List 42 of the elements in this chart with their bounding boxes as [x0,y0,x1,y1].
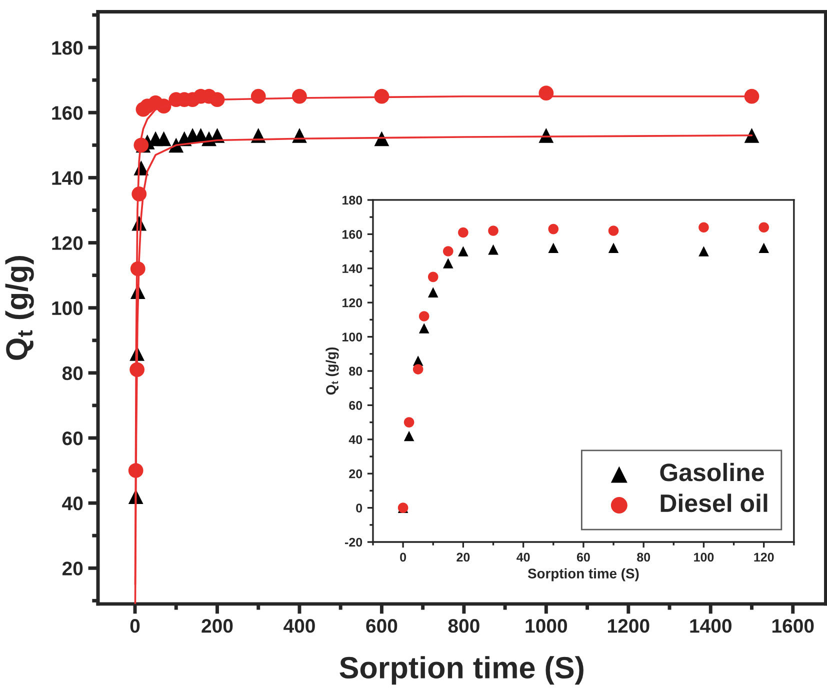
y-tick-label: 160 [52,106,83,120]
y-tick-label: 120 [342,298,362,308]
y-axis-title: Q$_{t}$ (g/g) [5,256,34,360]
x-tick-label: 400 [284,619,315,633]
y-tick-label: -20 [344,538,362,547]
x-tick-label: 1600 [772,619,814,633]
y-tick-label: 100 [52,301,83,316]
y-tick-label: 80 [349,366,362,376]
y-tick-label: 140 [52,171,83,185]
y-axis-title: Q$_{t}$ (g/g) [326,347,339,395]
y-tick-label: 100 [342,332,362,342]
y-tick-label: 180 [342,196,362,205]
x-tick-label: 200 [202,619,233,633]
y-tick-label: 20 [62,562,83,576]
legend-label: Gasoline [660,462,764,482]
legend-label: Diesel oil [660,494,768,512]
x-tick-label: 20 [456,552,470,562]
x-tick-label: 1000 [526,619,567,633]
y-tick-label: 80 [62,366,83,380]
x-tick-label: 60 [576,552,590,562]
x-tick-label: 600 [366,619,398,633]
y-tick-label: 140 [342,264,362,274]
y-tick-label: 60 [62,431,83,446]
x-tick-label: 0 [130,619,140,633]
x-axis-title: Sorption time (S) [528,568,639,582]
y-tick-label: 40 [348,435,362,444]
x-tick-label: 1400 [690,619,732,633]
x-tick-label: 120 [754,552,774,562]
y-tick-label: 40 [62,496,83,510]
y-tick-label: 20 [349,469,362,478]
y-tick-label: 120 [52,236,83,250]
x-tick-label: 80 [637,552,650,562]
x-tick-label: 800 [448,619,480,633]
x-axis-title: Sorption time (S) [340,656,584,685]
x-tick-label: 1200 [608,619,650,633]
y-tick-label: 160 [342,230,362,239]
y-tick-label: 180 [52,41,83,55]
x-tick-label: 40 [516,552,530,562]
y-tick-label: 0 [356,504,362,512]
y-tick-label: 60 [349,401,362,410]
x-tick-label: 100 [694,552,714,562]
x-tick-label: 0 [400,552,406,562]
